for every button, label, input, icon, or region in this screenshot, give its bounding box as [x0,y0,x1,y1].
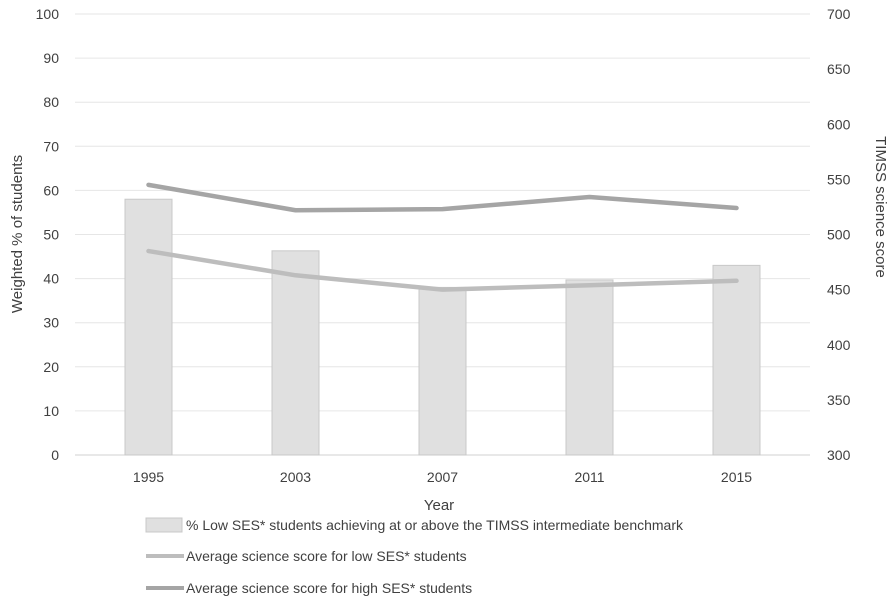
right-tick-label: 400 [827,337,851,353]
left-tick-label: 30 [43,315,59,331]
x-axis-ticks: 1995 2003 2007 2011 2015 [133,469,752,485]
bar [565,279,614,456]
right-axis-title: TIMSS science score [872,136,889,278]
bar [712,264,761,456]
legend-item-high-ses-line: Average science score for high SES* stud… [146,580,472,596]
legend-label-low-ses-line: Average science score for low SES* stude… [186,548,467,564]
legend-item-low-ses-line: Average science score for low SES* stude… [146,548,467,564]
right-tick-label: 300 [827,447,851,463]
right-tick-label: 350 [827,392,851,408]
series-line [146,248,739,292]
bar [271,250,320,456]
x-tick-label: 1995 [133,469,164,485]
left-tick-label: 10 [43,403,59,419]
left-axis-ticks: 0 10 20 30 40 50 60 70 80 90 100 [36,6,60,463]
left-tick-label: 50 [43,227,59,243]
x-axis-title: Year [424,497,454,514]
series-line [146,182,739,213]
left-tick-label: 90 [43,50,59,66]
legend-label-high-ses-line: Average science score for high SES* stud… [186,580,472,596]
legend: % Low SES* students achieving at or abov… [145,517,684,596]
left-tick-label: 0 [51,447,59,463]
right-axis-ticks: 300 350 400 450 500 550 600 650 700 [827,6,851,463]
left-tick-label: 100 [36,6,60,22]
line-series [146,182,739,292]
left-tick-label: 80 [43,94,59,110]
bar-series [124,198,761,456]
left-tick-label: 20 [43,359,59,375]
x-tick-label: 2015 [721,469,752,485]
legend-item-bar: % Low SES* students achieving at or abov… [145,517,684,533]
legend-label-bar: % Low SES* students achieving at or abov… [186,517,684,533]
bar [418,286,467,456]
right-tick-label: 500 [827,227,851,243]
legend-swatch-bar [145,517,183,533]
right-tick-label: 550 [827,171,851,187]
x-tick-label: 2003 [280,469,311,485]
bar [124,198,173,456]
right-tick-label: 700 [827,6,851,22]
left-tick-label: 70 [43,138,59,154]
left-tick-label: 40 [43,271,59,287]
right-tick-label: 450 [827,282,851,298]
left-axis-title: Weighted % of students [9,155,26,313]
right-tick-label: 650 [827,61,851,77]
gridlines [75,13,810,456]
x-tick-label: 2011 [574,469,604,485]
x-tick-label: 2007 [427,469,458,485]
right-tick-label: 600 [827,116,851,132]
left-tick-label: 60 [43,182,59,198]
